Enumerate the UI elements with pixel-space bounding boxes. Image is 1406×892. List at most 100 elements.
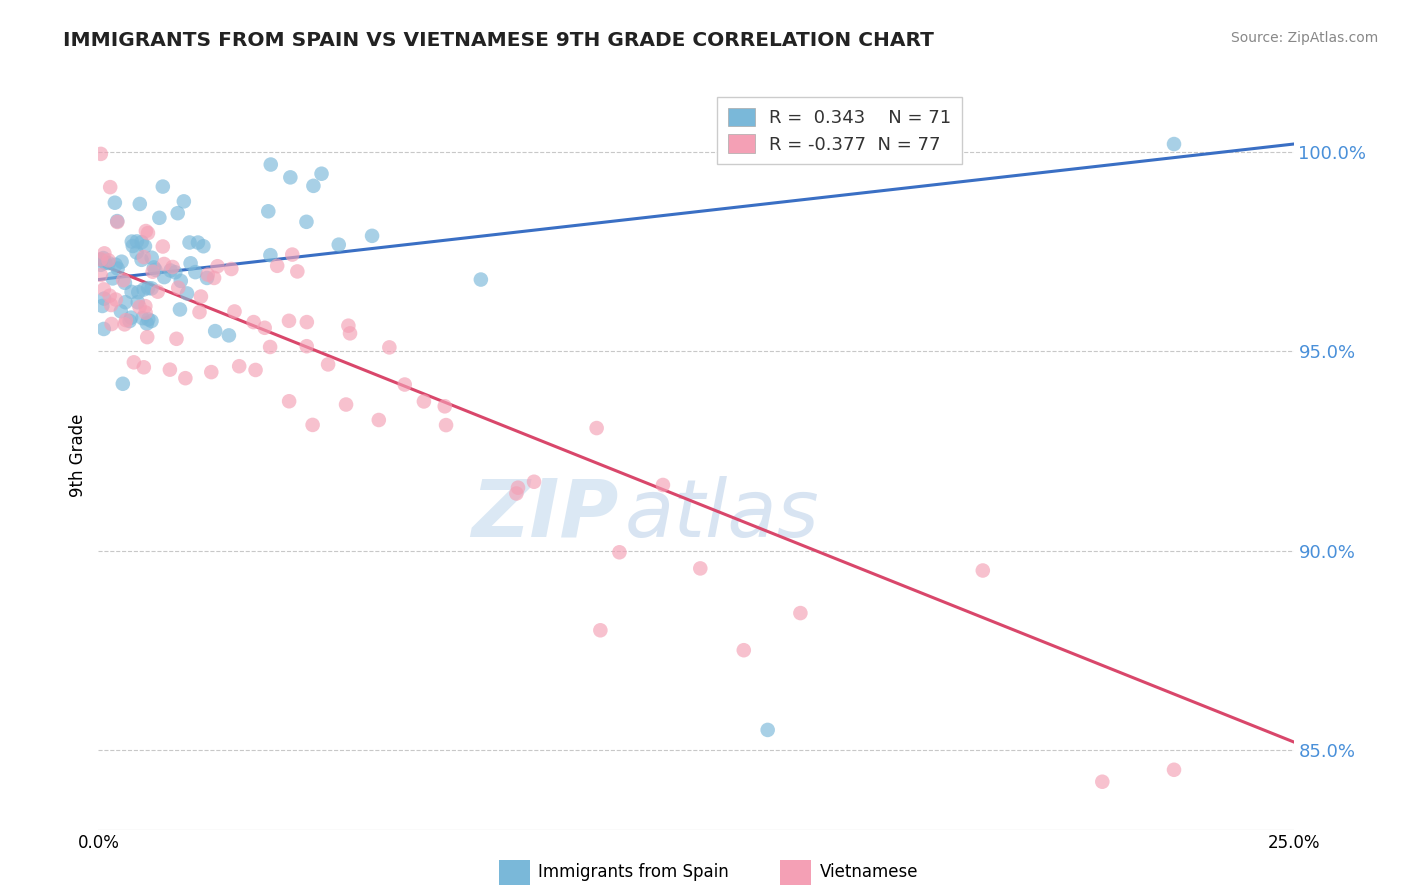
Text: Vietnamese: Vietnamese [820, 863, 918, 881]
Point [110, 254, 132, 268]
Point [280, 170, 302, 185]
Point [159, 362, 181, 376]
Point [335, 398, 357, 412]
Point [134, 239, 156, 253]
Point [114, 318, 136, 332]
Point [221, 262, 243, 277]
Point [202, 271, 225, 285]
Point [165, 265, 187, 279]
Point [266, 259, 288, 273]
Point [127, 285, 149, 300]
Point [127, 295, 149, 310]
Point [141, 251, 163, 265]
Point [257, 204, 280, 219]
Point [173, 194, 195, 209]
Y-axis label: 9th Grade: 9th Grade [69, 413, 87, 497]
Point [197, 268, 219, 282]
Point [361, 228, 384, 243]
Point [204, 324, 226, 338]
Text: Source: ZipAtlas.com: Source: ZipAtlas.com [1230, 31, 1378, 45]
Point [132, 250, 155, 264]
Point [184, 265, 207, 279]
Point [93, 322, 115, 336]
Point [107, 261, 129, 276]
Point [93, 282, 115, 296]
Legend: R =  0.343    N = 71, R = -0.377  N = 77: R = 0.343 N = 71, R = -0.377 N = 77 [717, 97, 962, 164]
Point [153, 257, 176, 271]
Point [259, 340, 281, 354]
Point [125, 235, 148, 249]
Point [136, 312, 159, 326]
Point [1091, 774, 1114, 789]
Point [339, 326, 361, 341]
Point [135, 224, 157, 238]
Point [97, 253, 120, 268]
Point [131, 252, 153, 267]
Point [152, 239, 174, 253]
Point [285, 264, 308, 278]
Point [114, 295, 136, 310]
Point [115, 313, 138, 327]
Point [93, 246, 115, 260]
Point [316, 358, 339, 372]
Point [228, 359, 250, 374]
Point [159, 263, 181, 277]
Point [585, 421, 607, 435]
Point [110, 304, 132, 318]
Point [328, 237, 350, 252]
Point [394, 377, 416, 392]
Point [90, 147, 112, 161]
Point [193, 239, 215, 253]
Point [281, 247, 304, 261]
Point [91, 299, 114, 313]
Point [97, 256, 120, 270]
Point [121, 239, 143, 253]
Point [136, 226, 159, 240]
Point [689, 561, 711, 575]
Point [242, 315, 264, 329]
Point [121, 285, 143, 299]
Point [311, 167, 333, 181]
Point [190, 289, 212, 303]
Point [104, 293, 127, 307]
Point [145, 263, 167, 277]
Point [301, 417, 323, 432]
Point [295, 215, 318, 229]
Text: Immigrants from Spain: Immigrants from Spain [538, 863, 730, 881]
Point [789, 606, 811, 620]
Point [141, 314, 163, 328]
Point [470, 272, 492, 286]
Point [166, 332, 188, 346]
Point [121, 235, 143, 249]
Point [132, 360, 155, 375]
Point [733, 643, 755, 657]
Point [136, 281, 159, 295]
Point [433, 400, 456, 414]
Point [146, 285, 169, 299]
Point [589, 624, 612, 638]
Point [141, 281, 163, 295]
Point [148, 211, 170, 225]
Point [506, 481, 529, 495]
Point [98, 180, 121, 194]
Point [259, 248, 281, 262]
Point [505, 486, 527, 500]
Point [195, 271, 218, 285]
Point [972, 564, 994, 578]
Point [434, 418, 457, 433]
Point [120, 310, 142, 325]
Point [170, 274, 193, 288]
Point [412, 394, 434, 409]
Point [167, 281, 190, 295]
Point [337, 318, 360, 333]
Point [105, 215, 128, 229]
Point [128, 197, 150, 211]
Point [652, 478, 675, 492]
Point [245, 363, 267, 377]
Point [90, 258, 112, 272]
Point [125, 245, 148, 260]
Point [114, 276, 136, 290]
Point [98, 289, 121, 303]
Point [180, 256, 202, 270]
Point [609, 545, 631, 559]
